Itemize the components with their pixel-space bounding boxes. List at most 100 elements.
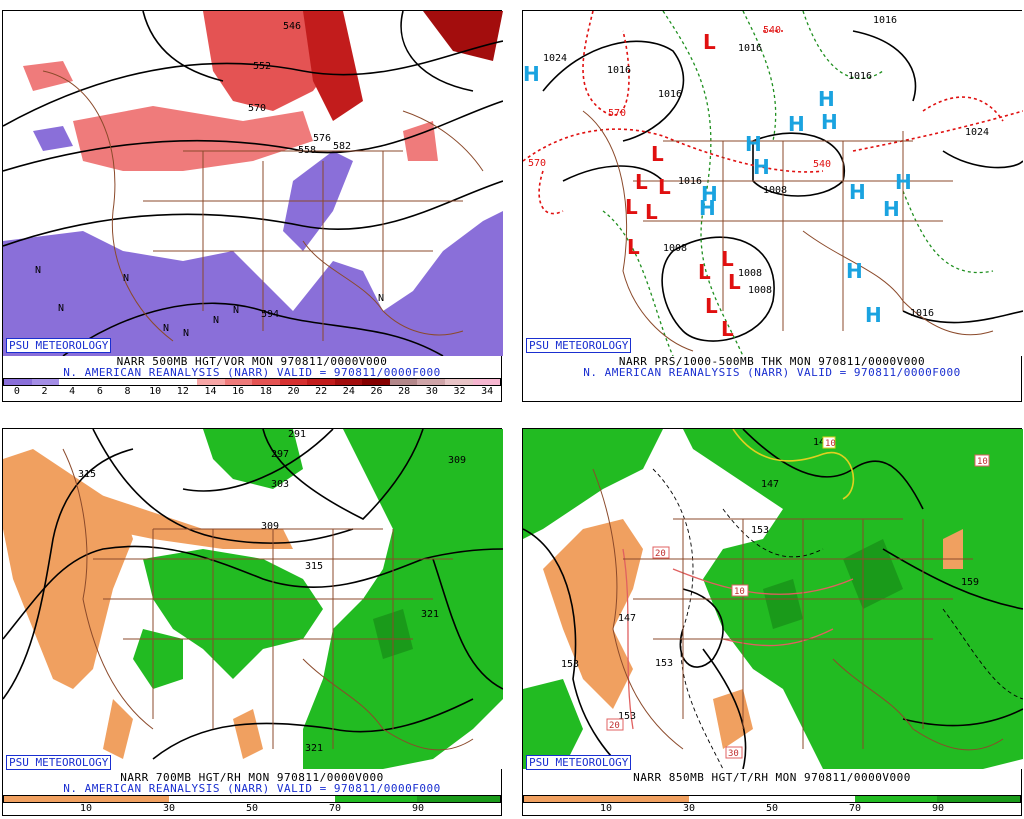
colorbar-swatch: [524, 796, 607, 802]
dry-area: [543, 519, 643, 709]
thickness-label: 540: [763, 25, 781, 36]
high-pressure-marker: H: [895, 170, 912, 194]
colorbar-swatch: [169, 379, 197, 385]
colorbar-swatch: [937, 796, 1021, 802]
high-pressure-marker: H: [821, 110, 838, 134]
colorbar-swatch: [4, 379, 32, 385]
high-pressure-marker: H: [699, 196, 716, 220]
brand-label: PSU METEOROLOGY: [6, 338, 112, 353]
low-pressure-marker: L: [728, 270, 741, 294]
colorbar-swatch: [417, 796, 501, 802]
isobar-label: 1016: [658, 89, 682, 100]
contour-label: 570: [248, 103, 266, 114]
dry-area-4: [233, 709, 263, 759]
low-pressure-marker: L: [721, 247, 734, 271]
high-pressure-marker: H: [883, 197, 900, 221]
colorbar-tick-label: 70: [328, 803, 342, 814]
contour-label: 153: [618, 711, 636, 722]
contour-label: 147: [761, 479, 779, 490]
high-pressure-marker: H: [846, 259, 863, 283]
colorbar-ticks: 0 2 4 6 8 10 12 14 16 18 20 22 24 26 28 30 32 34: [3, 386, 501, 398]
colorbar-swatch: [362, 379, 390, 385]
colorbar-tick-label: 26: [370, 386, 383, 397]
contour-label: 594: [261, 309, 279, 320]
colorbar-swatch: [389, 379, 418, 385]
isobar-label: 1016: [873, 15, 897, 26]
colorbar-tick-label: 30: [425, 386, 438, 397]
contour-label: 552: [253, 61, 271, 72]
colorbar-tick-label: 32: [453, 386, 466, 397]
brand-label: PSU METEOROLOGY: [6, 755, 112, 770]
moist-area-4: [133, 629, 183, 689]
colorbar-swatch: [86, 796, 170, 802]
colorbar: 0 2 4 6 8 10 12 14 16 18 20 22 24 26 28 30 32 34: [3, 378, 501, 398]
colorbar-tick-label: 34: [481, 386, 494, 397]
colorbar-tick-label: 30: [162, 803, 176, 814]
contour-label: 582: [333, 141, 351, 152]
thickness-label: 570: [608, 108, 626, 119]
caption-line-1: NARR PRS/1000-500MB THK MON 970811/0000V…: [618, 355, 926, 368]
brand-label: PSU METEOROLOGY: [526, 755, 632, 770]
moist-area-3: [203, 429, 303, 489]
colorbar-tick-label: 22: [315, 386, 328, 397]
colorbar-tick-label: 50: [245, 803, 259, 814]
colorbar-tick-label: 10: [79, 803, 93, 814]
colorbar-tick-label: 28: [398, 386, 411, 397]
contour-label: 309: [261, 521, 279, 532]
isobar-label: 1008: [763, 185, 787, 196]
colorbar-tick-label: 6: [96, 386, 103, 397]
colorbar-swatch: [114, 379, 142, 385]
low-pressure-marker: L: [635, 170, 648, 194]
min-marker: N: [35, 265, 41, 276]
thickness-label: 570: [528, 158, 546, 169]
isobar-label: 1008: [663, 243, 687, 254]
colorbar-tick-label: 10: [149, 386, 162, 397]
colorbar-tick-label: 16: [232, 386, 245, 397]
vort-pos-area-6: [403, 121, 438, 161]
isobar-label: 1008: [748, 285, 772, 296]
brand-label: PSU METEOROLOGY: [526, 338, 632, 353]
colorbar-swatch: [307, 379, 335, 385]
colorbar-swatch: [59, 379, 87, 385]
moist-area: [523, 429, 663, 539]
min-marker: N: [213, 315, 219, 326]
min-marker: N: [163, 323, 169, 334]
contour-label: 153: [751, 525, 769, 536]
colorbar-tick-label: 0: [13, 386, 20, 397]
min-marker: N: [123, 273, 129, 284]
contour-label: 321: [421, 609, 439, 620]
min-marker: N: [183, 328, 189, 339]
vort-pos-area-4: [73, 106, 313, 171]
temp-label: 10: [825, 439, 836, 449]
colorbar-swatch: [141, 379, 170, 385]
isobar-label: 1016: [910, 308, 934, 319]
contour-label: 303: [271, 479, 289, 490]
isobar-label: 1016: [607, 65, 631, 76]
moist-core-2: [763, 579, 803, 629]
colorbar-swatch: [224, 379, 253, 385]
colorbar-strip: [523, 795, 1021, 803]
low-pressure-marker: L: [705, 294, 718, 318]
high-pressure-marker: H: [753, 155, 770, 179]
vort-pos-area-5: [23, 61, 73, 91]
colorbar: 10 30 50 70 90: [3, 795, 501, 815]
colorbar-swatch: [606, 796, 690, 802]
contour-label: 321: [305, 743, 323, 754]
low-pressure-marker: L: [658, 175, 671, 199]
min-marker: N: [233, 305, 239, 316]
colorbar-swatch: [252, 796, 335, 802]
contour-label: 576: [313, 133, 331, 144]
contour-label: 153: [561, 659, 579, 670]
high-pressure-marker: H: [701, 182, 718, 206]
low-pressure-marker: L: [625, 195, 638, 219]
colorbar-strip: [3, 378, 501, 386]
temp-label: 20: [609, 721, 620, 731]
colorbar-tick-label: 12: [176, 386, 189, 397]
contour-label: 315: [78, 469, 96, 480]
low-pressure-marker: L: [645, 200, 658, 224]
contour-label: 141: [813, 437, 831, 448]
panel-700mb-rh: 315 291 297 303 309 309 315 321 321 PSU …: [2, 428, 503, 816]
colorbar-swatch: [334, 379, 363, 385]
colorbar-tick-label: 90: [931, 803, 945, 814]
caption-line-2: N. AMERICAN REANALYSIS (NARR) VALID = 97…: [583, 366, 961, 379]
